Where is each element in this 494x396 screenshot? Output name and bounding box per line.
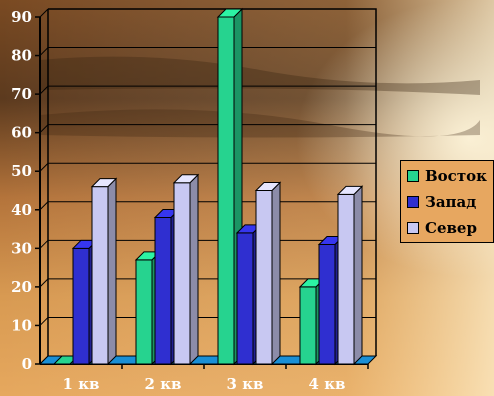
gridline-side-50 (39, 162, 49, 172)
bar-front (299, 286, 317, 365)
y-tick-label-90: 90 (11, 8, 32, 26)
gridline-side-20 (39, 278, 49, 288)
legend-label-vostok: Восток (425, 167, 487, 185)
y-tick-label-30: 30 (11, 239, 32, 257)
y-tick-label-60: 60 (11, 124, 32, 142)
bar-top (336, 185, 364, 195)
y-tick-label-20: 20 (11, 278, 32, 296)
bar-front (173, 182, 191, 365)
gridline-side-10 (39, 317, 49, 326)
y-axis-ticks: 0 10 20 30 40 50 60 70 80 90 (11, 8, 40, 373)
x-tick-label-4 кв: 4 кв (309, 375, 346, 393)
bar-side (353, 185, 363, 366)
bar-Север-3 кв (254, 181, 282, 366)
x-tick-label-3 кв: 3 кв (227, 375, 264, 393)
legend-label-sever: Север (425, 219, 477, 237)
bar-front (217, 16, 235, 365)
bars (52, 7, 364, 366)
legend-swatch-vostok (407, 170, 419, 182)
gridline-side-70 (39, 85, 49, 95)
gridline-side-30 (39, 239, 49, 249)
legend-item-vostok: Восток (407, 165, 487, 187)
x-tick-label-1 кв: 1 кв (63, 375, 100, 393)
bar-top (90, 178, 118, 188)
legend: Восток Запад Север (400, 160, 494, 243)
bar-top (216, 8, 244, 18)
bar-side (271, 181, 281, 366)
y-tick-label-40: 40 (11, 201, 32, 219)
legend-swatch-sever (407, 222, 419, 234)
x-axis-categories: 1 кв 2 кв 3 кв 4 кв (63, 364, 369, 393)
y-tick-label-70: 70 (11, 85, 32, 103)
bar-Север-1 кв (90, 177, 118, 366)
bar-front (72, 247, 90, 365)
bar-front (236, 232, 254, 365)
y-tick-label-10: 10 (11, 316, 32, 334)
back-wall-border (48, 8, 377, 356)
y-tick-label-80: 80 (11, 47, 32, 65)
y-tick-label-0: 0 (22, 355, 32, 373)
gridline-side-80 (39, 47, 49, 56)
bar-front (337, 193, 355, 365)
bar-top (254, 182, 282, 191)
x-tick-label-2 кв: 2 кв (145, 375, 182, 393)
bar-Север-2 кв (172, 173, 200, 366)
bar-side (189, 173, 199, 366)
bar-top (172, 174, 200, 184)
bar-front (135, 259, 153, 365)
gridline-side-60 (39, 124, 49, 134)
gridline-side-40 (39, 201, 49, 211)
legend-swatch-zapad (407, 196, 419, 208)
legend-item-zapad: Запад (407, 191, 476, 213)
bar-front (255, 190, 273, 365)
bar-front (154, 216, 172, 365)
bar-front (318, 243, 336, 365)
legend-label-zapad: Запад (425, 193, 477, 211)
bar-front (91, 186, 109, 365)
bar-side (107, 177, 117, 366)
legend-item-sever: Север (407, 217, 477, 239)
bar-Север-4 кв (336, 185, 364, 366)
gridline-side-90 (39, 8, 49, 18)
y-tick-label-50: 50 (11, 162, 32, 180)
